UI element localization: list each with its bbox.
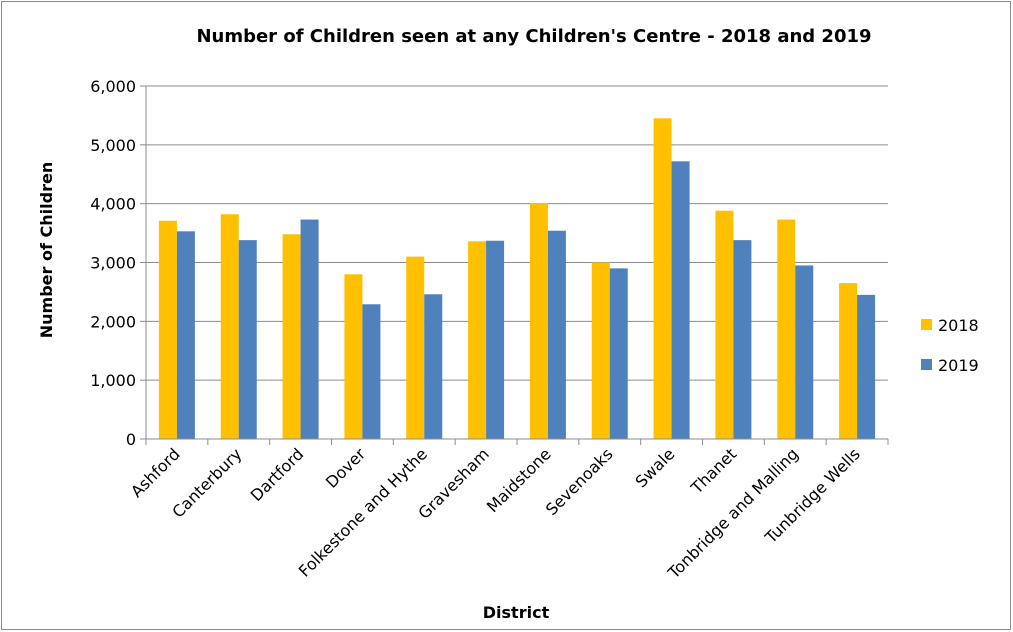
bar-2018 bbox=[591, 262, 610, 439]
bar-2018 bbox=[406, 256, 425, 439]
y-tick-label: 5,000 bbox=[90, 136, 136, 155]
bar-2019 bbox=[733, 240, 752, 439]
bar-2018 bbox=[220, 214, 239, 439]
legend-label: 2018 bbox=[938, 316, 979, 335]
bar-2018 bbox=[344, 274, 363, 439]
y-tick-label: 2,000 bbox=[90, 312, 136, 331]
bar-2018 bbox=[777, 219, 796, 439]
legend-swatch-2018 bbox=[921, 319, 932, 330]
bars bbox=[158, 118, 876, 439]
y-tick-label: 0 bbox=[126, 430, 136, 449]
y-tick-label: 1,000 bbox=[90, 371, 136, 390]
x-axis-title: District bbox=[483, 603, 550, 622]
axes bbox=[140, 85, 889, 445]
bar-2018 bbox=[468, 241, 487, 439]
bar-2019 bbox=[300, 219, 319, 439]
bar-2019 bbox=[547, 230, 566, 439]
gridlines bbox=[146, 85, 888, 381]
bar-2019 bbox=[424, 294, 443, 439]
bar-2018 bbox=[529, 203, 548, 439]
y-tick-labels: 0 1,000 2,000 3,000 4,000 5,000 6,000 bbox=[90, 77, 136, 449]
bar-2019 bbox=[486, 240, 505, 439]
bar-2019 bbox=[857, 294, 876, 439]
y-axis-title: Number of Children bbox=[37, 162, 56, 338]
legend: 2018 2019 bbox=[921, 316, 979, 375]
y-tick-label: 4,000 bbox=[90, 195, 136, 214]
legend-swatch-2019 bbox=[921, 359, 932, 370]
bar-2018 bbox=[839, 283, 858, 439]
bar-2018 bbox=[158, 220, 177, 439]
bar-2019 bbox=[238, 240, 257, 439]
bar-2018 bbox=[653, 118, 672, 439]
bar-2018 bbox=[715, 210, 734, 439]
bar-2019 bbox=[176, 231, 195, 439]
legend-label: 2019 bbox=[938, 356, 979, 375]
bar-2019 bbox=[671, 161, 690, 439]
bar-2018 bbox=[282, 234, 301, 439]
chart-title: Number of Children seen at any Children'… bbox=[196, 26, 871, 47]
y-tick-label: 3,000 bbox=[90, 254, 136, 273]
y-tick-label: 6,000 bbox=[90, 77, 136, 96]
bar-2019 bbox=[795, 265, 814, 439]
bar-2019 bbox=[362, 304, 381, 439]
bar-2019 bbox=[609, 268, 628, 439]
